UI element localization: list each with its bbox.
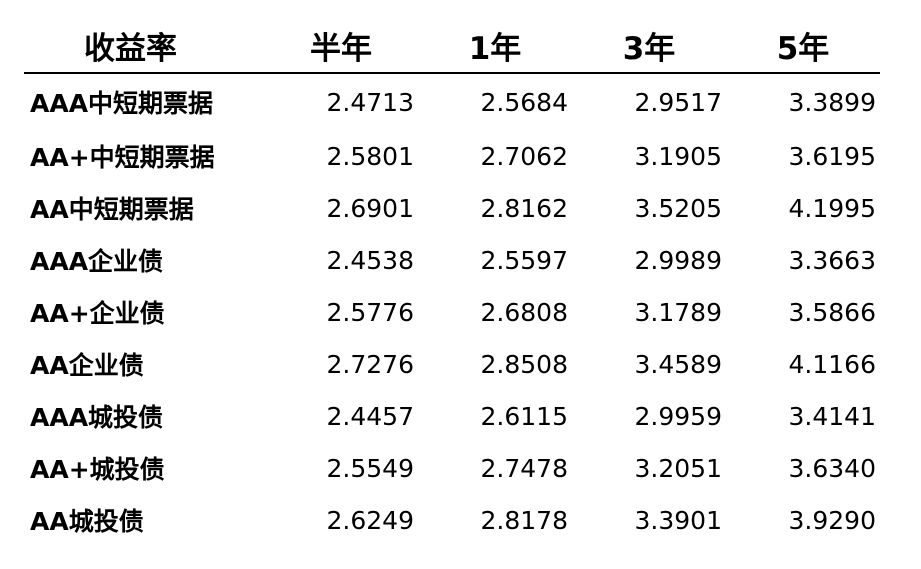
cell-3-year: 3.5205 [634, 193, 722, 223]
cell-1-year: 2.5684 [480, 87, 568, 117]
table-row: AA+城投债 2.5549 2.7478 3.2051 3.6340 [24, 442, 880, 494]
row-label: AA中短期票据 [30, 195, 194, 224]
cell-1-year: 2.8508 [480, 349, 568, 379]
cell-5-year: 4.1166 [788, 349, 876, 379]
yield-table-container: 收益率 半年 1年 3年 5年 AAA中短期票据 2.4713 2.5684 2… [24, 18, 880, 546]
cell-3-year: 3.2051 [634, 453, 722, 483]
row-label: AAA城投债 [30, 403, 164, 432]
cell-5-year: 3.5866 [788, 297, 876, 327]
table-row: AA企业债 2.7276 2.8508 3.4589 4.1166 [24, 338, 880, 390]
cell-5-year: 3.6340 [788, 453, 876, 483]
header-5-year: 5年 [726, 18, 880, 74]
row-label: AA+企业债 [30, 299, 165, 328]
cell-half-year: 2.6901 [326, 193, 414, 223]
cell-1-year: 2.8162 [480, 193, 568, 223]
cell-1-year: 2.7478 [480, 453, 568, 483]
yield-table: 收益率 半年 1年 3年 5年 AAA中短期票据 2.4713 2.5684 2… [24, 18, 880, 546]
header-half-year: 半年 [264, 18, 418, 74]
cell-half-year: 2.4538 [326, 245, 414, 275]
table-row: AA中短期票据 2.6901 2.8162 3.5205 4.1995 [24, 182, 880, 234]
table-row: AA+企业债 2.5776 2.6808 3.1789 3.5866 [24, 286, 880, 338]
row-label: AAA企业债 [30, 247, 164, 276]
header-1-year: 1年 [418, 18, 572, 74]
cell-3-year: 3.4589 [634, 349, 722, 379]
cell-3-year: 2.9989 [634, 245, 722, 275]
row-label: AA城投债 [30, 507, 144, 536]
cell-half-year: 2.5776 [326, 297, 414, 327]
cell-1-year: 2.7062 [480, 141, 568, 171]
cell-5-year: 3.3663 [788, 245, 876, 275]
cell-half-year: 2.6249 [326, 505, 414, 535]
cell-1-year: 2.6115 [480, 401, 568, 431]
cell-3-year: 2.9959 [634, 401, 722, 431]
cell-half-year: 2.5549 [326, 453, 414, 483]
cell-5-year: 3.6195 [788, 141, 876, 171]
cell-5-year: 3.4141 [788, 401, 876, 431]
row-label: AAA中短期票据 [30, 89, 214, 118]
cell-1-year: 2.8178 [480, 505, 568, 535]
cell-5-year: 3.3899 [788, 87, 876, 117]
cell-3-year: 3.1905 [634, 141, 722, 171]
row-label: AA企业债 [30, 351, 144, 380]
header-yield: 收益率 [24, 18, 264, 74]
cell-3-year: 2.9517 [634, 87, 722, 117]
table-row: AAA中短期票据 2.4713 2.5684 2.9517 3.3899 [24, 73, 880, 130]
table-row: AAA企业债 2.4538 2.5597 2.9989 3.3663 [24, 234, 880, 286]
row-label: AA+中短期票据 [30, 143, 215, 172]
cell-3-year: 3.3901 [634, 505, 722, 535]
cell-half-year: 2.4457 [326, 401, 414, 431]
cell-5-year: 3.9290 [788, 505, 876, 535]
table-row: AA城投债 2.6249 2.8178 3.3901 3.9290 [24, 494, 880, 546]
cell-half-year: 2.4713 [326, 87, 414, 117]
row-label: AA+城投债 [30, 455, 165, 484]
cell-3-year: 3.1789 [634, 297, 722, 327]
header-3-year: 3年 [572, 18, 726, 74]
cell-half-year: 2.7276 [326, 349, 414, 379]
cell-1-year: 2.5597 [480, 245, 568, 275]
cell-half-year: 2.5801 [326, 141, 414, 171]
table-row: AA+中短期票据 2.5801 2.7062 3.1905 3.6195 [24, 130, 880, 182]
cell-1-year: 2.6808 [480, 297, 568, 327]
table-header-row: 收益率 半年 1年 3年 5年 [24, 18, 880, 74]
table-row: AAA城投债 2.4457 2.6115 2.9959 3.4141 [24, 390, 880, 442]
cell-5-year: 4.1995 [788, 193, 876, 223]
